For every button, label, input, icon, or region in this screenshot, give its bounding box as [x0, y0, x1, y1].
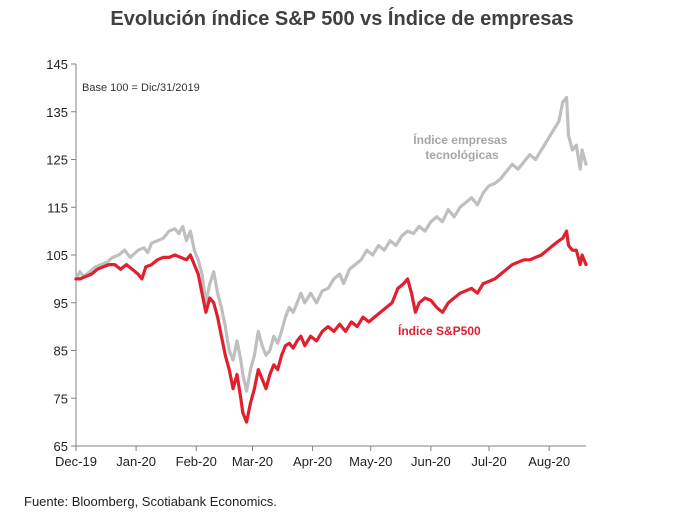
x-tick-label: Apr-20: [293, 454, 332, 469]
x-tick-label: Mar-20: [232, 454, 273, 469]
x-tick-label: Jun-20: [411, 454, 451, 469]
y-tick-label: 105: [46, 248, 68, 263]
y-tick-label: 75: [54, 391, 68, 406]
y-tick-label: 65: [54, 439, 68, 454]
x-tick-label: Aug-20: [528, 454, 570, 469]
y-tick-label: 135: [46, 105, 68, 120]
x-tick-label: Jul-20: [471, 454, 506, 469]
x-tick-label: Feb-20: [176, 454, 217, 469]
y-tick-label: 145: [46, 57, 68, 72]
series-layer: [74, 95, 588, 424]
base-note: Base 100 = Dic/31/2019: [82, 82, 200, 94]
x-tick-label: Dec-19: [55, 454, 97, 469]
tech-series-label-line2: tecnológicas: [425, 148, 499, 162]
chart-title: Evolución índice S&P 500 vs Índice de em…: [110, 8, 574, 30]
y-tick-label: 115: [47, 200, 68, 215]
tech-series-label: Índice empresas tecnológicas: [413, 132, 510, 162]
y-tick-label: 125: [46, 153, 68, 168]
sp500-series-label: Índice S&P500: [398, 323, 481, 338]
x-tick-label: May-20: [349, 454, 392, 469]
y-tick-label: 85: [54, 344, 68, 359]
series-line-tech: [74, 95, 588, 393]
chart-axes: 65 75 85 95 105 115 125 135 145 Dec-19 Jan-20 Feb-2…: [46, 57, 586, 469]
y-tick-label: 95: [54, 296, 68, 311]
tech-series-label-line1: Índice empresas: [413, 132, 507, 147]
source-note: Fuente: Bloomberg, Scotiabank Economics.: [24, 494, 277, 509]
x-tick-label: Jan-20: [116, 454, 156, 469]
series-line-sp500: [74, 229, 588, 424]
